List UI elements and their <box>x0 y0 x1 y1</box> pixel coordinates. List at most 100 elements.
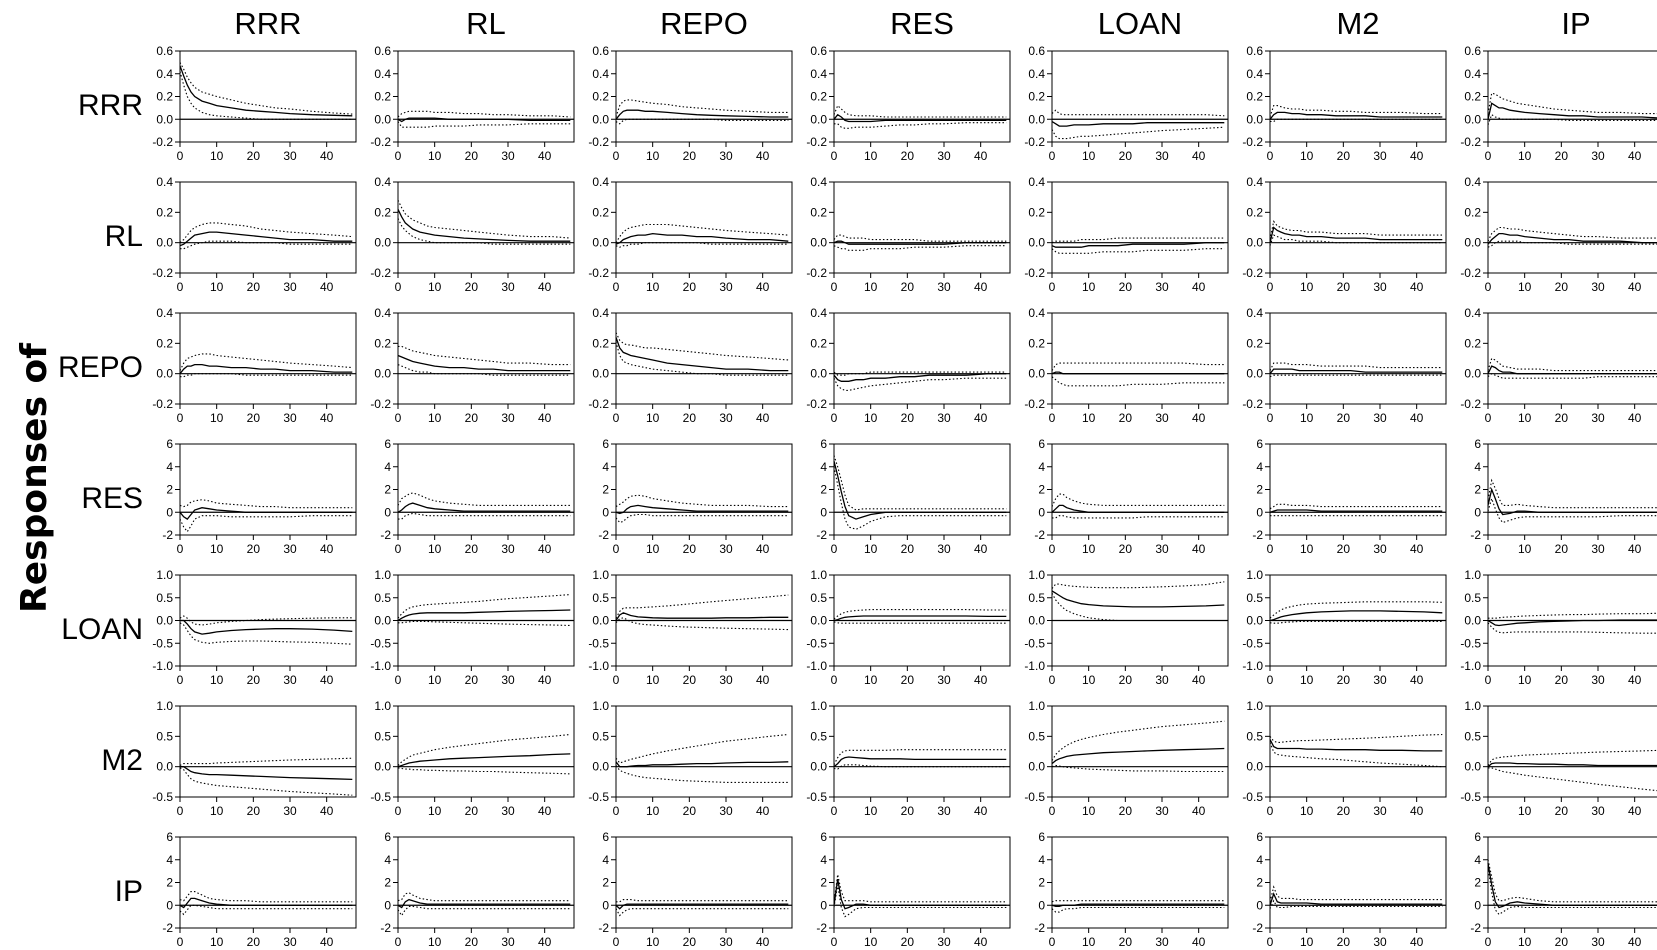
y-tick-label: -0.5 <box>1024 636 1045 650</box>
y-tick-label: 4 <box>1256 853 1263 867</box>
y-tick-label: 4 <box>820 853 827 867</box>
upper-band-line <box>615 99 789 118</box>
y-tick-label: 1.0 <box>810 568 827 582</box>
x-tick-label: 10 <box>864 411 878 425</box>
y-tick-label: 0.4 <box>810 306 827 320</box>
x-tick-label: 20 <box>1119 935 1133 949</box>
lower-band-line <box>397 364 571 376</box>
x-tick-label: 0 <box>1485 411 1492 425</box>
y-tick-label: -0.2 <box>806 135 827 149</box>
y-tick-label: 0.2 <box>810 90 827 104</box>
x-tick-label: 20 <box>901 280 915 294</box>
y-tick-label: -0.5 <box>588 636 609 650</box>
response-line <box>1487 487 1657 516</box>
row-label-m2: M2 <box>101 744 143 777</box>
x-tick-label: 10 <box>646 542 660 556</box>
x-tick-label: 20 <box>1555 673 1569 687</box>
lower-band-line <box>179 71 353 120</box>
x-tick-label: 10 <box>428 149 442 163</box>
y-tick-label: 0.5 <box>374 729 391 743</box>
x-tick-label: 40 <box>974 804 988 818</box>
y-tick-label: 6 <box>820 437 827 451</box>
y-tick-label: 0.0 <box>156 614 173 628</box>
lower-band-line <box>179 515 353 533</box>
panel-frame <box>179 836 357 929</box>
x-tick-label: 10 <box>646 935 660 949</box>
x-tick-label: 30 <box>1155 804 1169 818</box>
upper-band-line <box>616 899 789 903</box>
response-line <box>179 65 353 117</box>
y-tick-label: 0.2 <box>1464 205 1481 219</box>
response-line <box>1051 242 1225 248</box>
x-tick-label: 40 <box>538 411 552 425</box>
x-tick-label: 10 <box>864 804 878 818</box>
y-tick-label: -2 <box>380 528 391 542</box>
y-tick-label: 0.0 <box>1464 112 1481 126</box>
x-tick-label: 30 <box>1591 280 1605 294</box>
response-line <box>615 337 789 372</box>
y-tick-label: -1.0 <box>588 659 609 673</box>
lower-band-line <box>833 245 1007 251</box>
y-tick-label: 0.0 <box>810 112 827 126</box>
response-line <box>833 113 1007 123</box>
y-tick-label: 2 <box>602 483 609 497</box>
y-tick-label: 1.0 <box>810 699 827 713</box>
y-tick-label: 0.4 <box>374 175 391 189</box>
y-tick-label: -0.2 <box>1024 266 1045 280</box>
lower-band-line <box>615 765 789 783</box>
x-tick-label: 30 <box>1155 149 1169 163</box>
x-tick-label: 20 <box>901 149 915 163</box>
response-line <box>1051 747 1225 765</box>
x-tick-label: 0 <box>613 411 620 425</box>
upper-band-line <box>833 104 1007 118</box>
response-line <box>1269 111 1443 120</box>
y-tick-label: -0.5 <box>1460 636 1481 650</box>
x-tick-label: 30 <box>719 411 733 425</box>
x-tick-label: 0 <box>395 542 402 556</box>
response-line <box>833 373 1007 382</box>
x-tick-label: 0 <box>395 935 402 949</box>
x-tick-label: 10 <box>210 149 224 163</box>
x-tick-label: 10 <box>1082 149 1096 163</box>
x-tick-label: 0 <box>177 411 184 425</box>
panel-frame <box>1487 705 1657 798</box>
row-label-loan: LOAN <box>61 613 143 646</box>
lower-band-line <box>615 617 789 631</box>
x-tick-label: 0 <box>1485 149 1492 163</box>
x-tick-label: 30 <box>501 542 515 556</box>
x-tick-label: 0 <box>177 542 184 556</box>
y-tick-label: -0.2 <box>1460 397 1481 411</box>
x-tick-label: 20 <box>901 935 915 949</box>
x-tick-label: 30 <box>1373 411 1387 425</box>
y-tick-label: -2 <box>162 921 173 935</box>
x-tick-label: 10 <box>646 149 660 163</box>
column-header-rl: RL <box>466 6 506 41</box>
upper-band-line <box>833 874 1007 904</box>
panel-frame <box>833 50 1011 143</box>
y-tick-label: 0.0 <box>592 112 609 126</box>
panel-res-to-repo: -2 0 2 4 6 0 10 20 30 40 <box>598 437 793 556</box>
x-tick-label: 20 <box>1337 542 1351 556</box>
column-headers: RRR RL REPO RES LOAN M2 IP <box>234 6 1590 41</box>
response-line <box>615 504 789 515</box>
response-line <box>1269 892 1443 906</box>
y-tick-label: 0 <box>1038 505 1045 519</box>
panel-rrr-to-res: -0.2 0.0 0.2 0.4 0.6 0 10 20 30 40 <box>806 44 1011 163</box>
x-tick-label: 30 <box>1591 935 1605 949</box>
lower-band-line <box>180 373 353 378</box>
lower-band-line <box>179 622 353 645</box>
lower-band-line <box>1269 234 1443 246</box>
panel-frame <box>1487 443 1657 536</box>
y-tick-label: -0.2 <box>588 397 609 411</box>
y-tick-label: -0.2 <box>1460 135 1481 149</box>
x-tick-label: 20 <box>1119 673 1133 687</box>
x-tick-label: 20 <box>1337 804 1351 818</box>
panel-frame <box>1051 705 1229 798</box>
x-tick-label: 20 <box>683 280 697 294</box>
panel-frame <box>615 705 793 798</box>
upper-band-line <box>615 332 789 361</box>
x-tick-label: 0 <box>1267 542 1274 556</box>
upper-band-line <box>1487 357 1657 372</box>
y-tick-label: 6 <box>602 437 609 451</box>
